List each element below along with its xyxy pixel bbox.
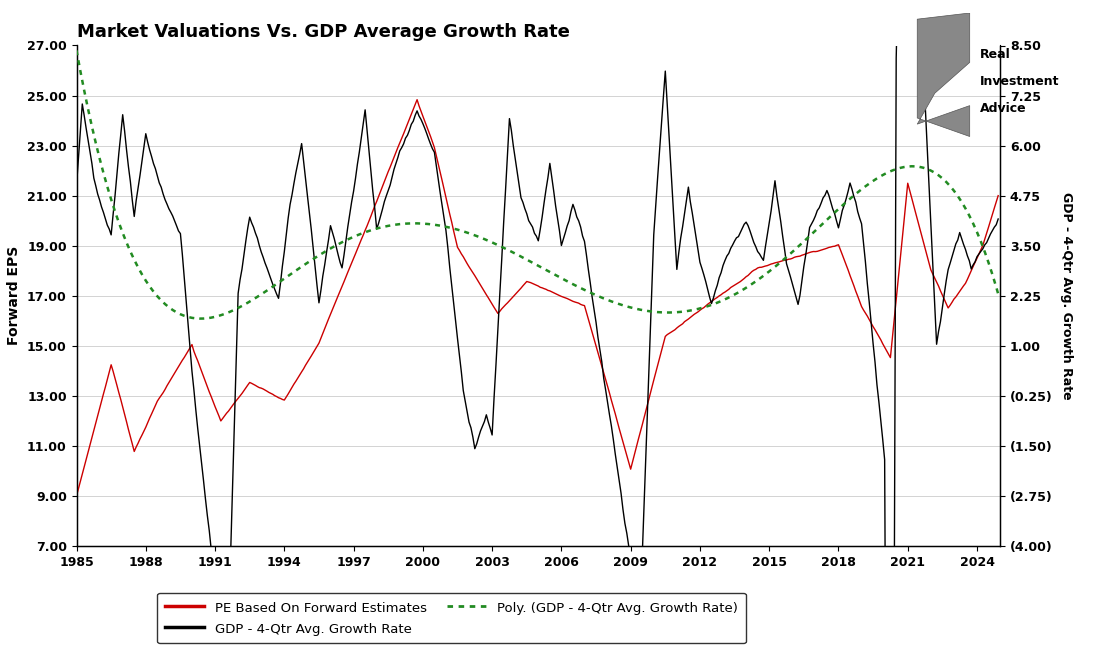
Text: Market Valuations Vs. GDP Average Growth Rate: Market Valuations Vs. GDP Average Growth… xyxy=(77,23,569,41)
Legend: PE Based On Forward Estimates, GDP - 4-Qtr Avg. Growth Rate, Poly. (GDP - 4-Qtr : PE Based On Forward Estimates, GDP - 4-Q… xyxy=(157,593,745,644)
Text: Real: Real xyxy=(980,47,1011,60)
Polygon shape xyxy=(917,13,969,136)
Text: Advice: Advice xyxy=(980,102,1026,115)
Text: Investment: Investment xyxy=(980,75,1060,88)
Y-axis label: GDP - 4-Qtr Avg. Growth Rate: GDP - 4-Qtr Avg. Growth Rate xyxy=(1060,192,1073,400)
Y-axis label: Forward EPS: Forward EPS xyxy=(8,246,22,345)
